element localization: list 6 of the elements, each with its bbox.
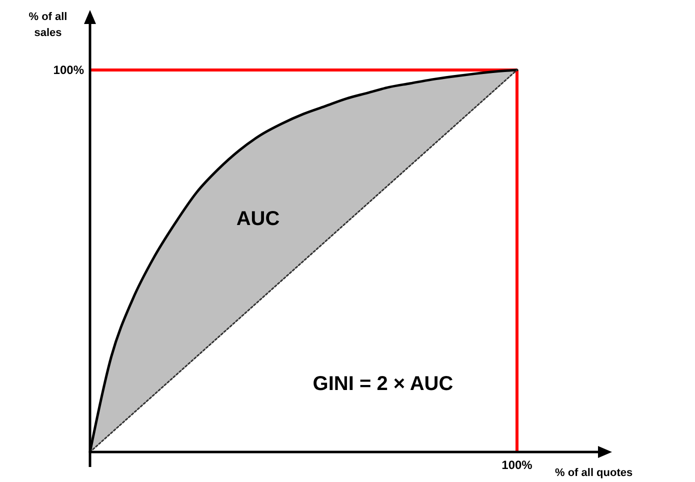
- ref-line-label: 100%: [53, 63, 84, 77]
- annotation: GINI = 2 × AUC: [312, 373, 454, 395]
- annotation: AUC: [236, 208, 280, 230]
- x-axis-title: % of all quotes: [555, 467, 633, 479]
- text: 100%: [502, 458, 533, 472]
- y-axis-title: % of all sales: [28, 11, 68, 39]
